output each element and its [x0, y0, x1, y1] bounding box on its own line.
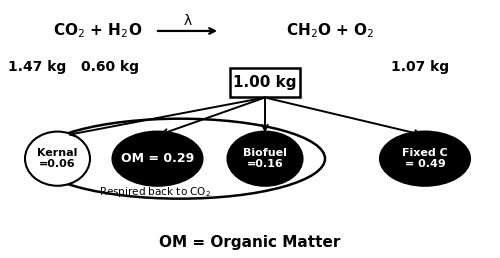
Text: Respired back to CO$_2$: Respired back to CO$_2$ — [99, 185, 211, 199]
Text: Biofuel
=0.16: Biofuel =0.16 — [243, 148, 287, 170]
Ellipse shape — [25, 132, 90, 186]
FancyBboxPatch shape — [230, 68, 300, 97]
Text: 1.47 kg: 1.47 kg — [8, 60, 66, 74]
Text: Kernal
=0.06: Kernal =0.06 — [38, 148, 78, 170]
Text: 1.00 kg: 1.00 kg — [233, 75, 297, 90]
Ellipse shape — [380, 132, 470, 186]
Text: Fixed C
= 0.49: Fixed C = 0.49 — [402, 148, 448, 170]
Ellipse shape — [228, 132, 302, 186]
Text: CH$_2$O + O$_2$: CH$_2$O + O$_2$ — [286, 22, 374, 40]
Text: OM = 0.29: OM = 0.29 — [121, 152, 194, 165]
Text: λ: λ — [184, 14, 192, 28]
Text: 1.07 kg: 1.07 kg — [391, 60, 449, 74]
Text: CO$_2$ + H$_2$O: CO$_2$ + H$_2$O — [53, 22, 142, 40]
Ellipse shape — [112, 132, 202, 186]
Text: OM = Organic Matter: OM = Organic Matter — [160, 235, 340, 250]
Text: 0.60 kg: 0.60 kg — [81, 60, 139, 74]
